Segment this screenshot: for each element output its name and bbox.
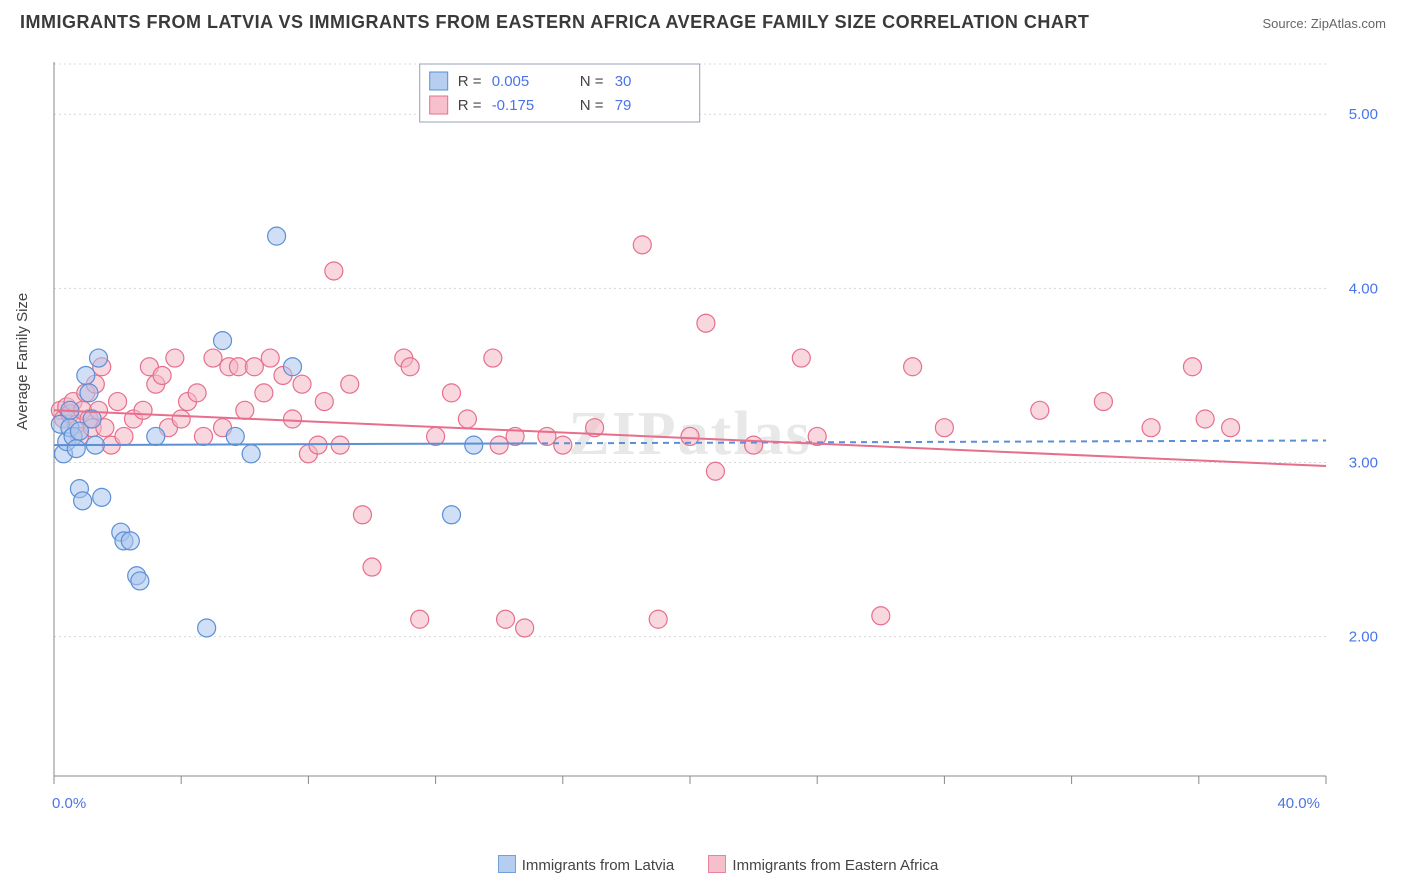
y-tick-label: 3.00 <box>1349 455 1378 472</box>
scatter-point-latvia <box>80 384 98 402</box>
scatter-point-eastern_africa <box>1142 419 1160 437</box>
top-legend-R-value-eastern_africa: -0.175 <box>492 97 535 114</box>
scatter-point-latvia <box>74 492 92 510</box>
scatter-point-latvia <box>131 572 149 590</box>
scatter-point-eastern_africa <box>1222 419 1240 437</box>
scatter-point-eastern_africa <box>134 401 152 419</box>
scatter-point-latvia <box>465 436 483 454</box>
scatter-point-eastern_africa <box>1183 358 1201 376</box>
y-tick-label: 4.00 <box>1349 280 1378 297</box>
top-legend-R-prefix: R = <box>458 97 482 114</box>
scatter-point-eastern_africa <box>458 410 476 428</box>
scatter-point-latvia <box>443 506 461 524</box>
scatter-point-eastern_africa <box>649 610 667 628</box>
scatter-point-eastern_africa <box>554 436 572 454</box>
scatter-point-eastern_africa <box>516 619 534 637</box>
top-legend-R-prefix: R = <box>458 73 482 90</box>
chart-plot-area: 2.003.004.005.000.0%40.0%ZIPatlasR = 0.0… <box>50 62 1386 822</box>
legend-swatch-eastern-africa <box>708 855 726 873</box>
scatter-point-latvia <box>198 619 216 637</box>
x-min-label: 0.0% <box>52 795 86 812</box>
top-legend-N-value-latvia: 30 <box>615 73 632 90</box>
scatter-point-eastern_africa <box>341 375 359 393</box>
legend-swatch-latvia <box>498 855 516 873</box>
top-legend-N-prefix: N = <box>580 73 604 90</box>
scatter-point-eastern_africa <box>325 262 343 280</box>
scatter-point-latvia <box>242 445 260 463</box>
scatter-point-eastern_africa <box>204 349 222 367</box>
source-link[interactable]: ZipAtlas.com <box>1311 16 1386 31</box>
scatter-point-latvia <box>67 440 85 458</box>
y-axis-label: Average Family Size <box>14 293 31 430</box>
scatter-point-eastern_africa <box>443 384 461 402</box>
scatter-point-eastern_africa <box>153 366 171 384</box>
top-legend-swatch-eastern_africa <box>430 96 448 114</box>
scatter-point-latvia <box>147 427 165 445</box>
scatter-point-eastern_africa <box>172 410 190 428</box>
scatter-point-eastern_africa <box>490 436 508 454</box>
scatter-point-eastern_africa <box>745 436 763 454</box>
scatter-point-eastern_africa <box>904 358 922 376</box>
scatter-point-eastern_africa <box>935 419 953 437</box>
source-prefix: Source: <box>1262 16 1310 31</box>
scatter-point-latvia <box>121 532 139 550</box>
scatter-point-eastern_africa <box>166 349 184 367</box>
scatter-point-eastern_africa <box>245 358 263 376</box>
top-legend-swatch-latvia <box>430 72 448 90</box>
scatter-point-eastern_africa <box>315 393 333 411</box>
scatter-point-eastern_africa <box>293 375 311 393</box>
scatter-point-latvia <box>77 366 95 384</box>
scatter-point-eastern_africa <box>261 349 279 367</box>
top-legend-N-value-eastern_africa: 79 <box>615 97 632 114</box>
scatter-chart-svg: 2.003.004.005.000.0%40.0%ZIPatlasR = 0.0… <box>50 62 1386 822</box>
scatter-point-eastern_africa <box>633 236 651 254</box>
scatter-point-latvia <box>226 427 244 445</box>
scatter-point-eastern_africa <box>1031 401 1049 419</box>
scatter-point-latvia <box>214 332 232 350</box>
scatter-point-eastern_africa <box>363 558 381 576</box>
bottom-legend: Immigrants from Latvia Immigrants from E… <box>0 855 1406 874</box>
scatter-point-eastern_africa <box>115 427 133 445</box>
scatter-point-latvia <box>90 349 108 367</box>
scatter-point-eastern_africa <box>331 436 349 454</box>
scatter-point-eastern_africa <box>401 358 419 376</box>
scatter-point-eastern_africa <box>497 610 515 628</box>
scatter-point-eastern_africa <box>109 393 127 411</box>
scatter-point-eastern_africa <box>194 427 212 445</box>
top-legend-R-value-latvia: 0.005 <box>492 73 530 90</box>
x-max-label: 40.0% <box>1277 795 1320 812</box>
y-tick-label: 5.00 <box>1349 106 1378 123</box>
scatter-point-eastern_africa <box>792 349 810 367</box>
scatter-point-latvia <box>93 488 111 506</box>
scatter-point-eastern_africa <box>255 384 273 402</box>
legend-label-eastern-africa: Immigrants from Eastern Africa <box>732 857 938 874</box>
top-legend-N-prefix: N = <box>580 97 604 114</box>
chart-title: IMMIGRANTS FROM LATVIA VS IMMIGRANTS FRO… <box>20 12 1089 33</box>
scatter-point-eastern_africa <box>411 610 429 628</box>
source-label: Source: ZipAtlas.com <box>1262 16 1386 31</box>
scatter-point-eastern_africa <box>706 462 724 480</box>
scatter-point-latvia <box>268 227 286 245</box>
scatter-point-eastern_africa <box>188 384 206 402</box>
scatter-point-eastern_africa <box>236 401 254 419</box>
scatter-point-eastern_africa <box>1094 393 1112 411</box>
scatter-point-eastern_africa <box>1196 410 1214 428</box>
scatter-point-eastern_africa <box>697 314 715 332</box>
scatter-point-latvia <box>284 358 302 376</box>
scatter-point-eastern_africa <box>872 607 890 625</box>
scatter-point-eastern_africa <box>284 410 302 428</box>
y-tick-label: 2.00 <box>1349 629 1378 646</box>
scatter-point-eastern_africa <box>484 349 502 367</box>
legend-label-latvia: Immigrants from Latvia <box>522 857 675 874</box>
scatter-point-eastern_africa <box>353 506 371 524</box>
